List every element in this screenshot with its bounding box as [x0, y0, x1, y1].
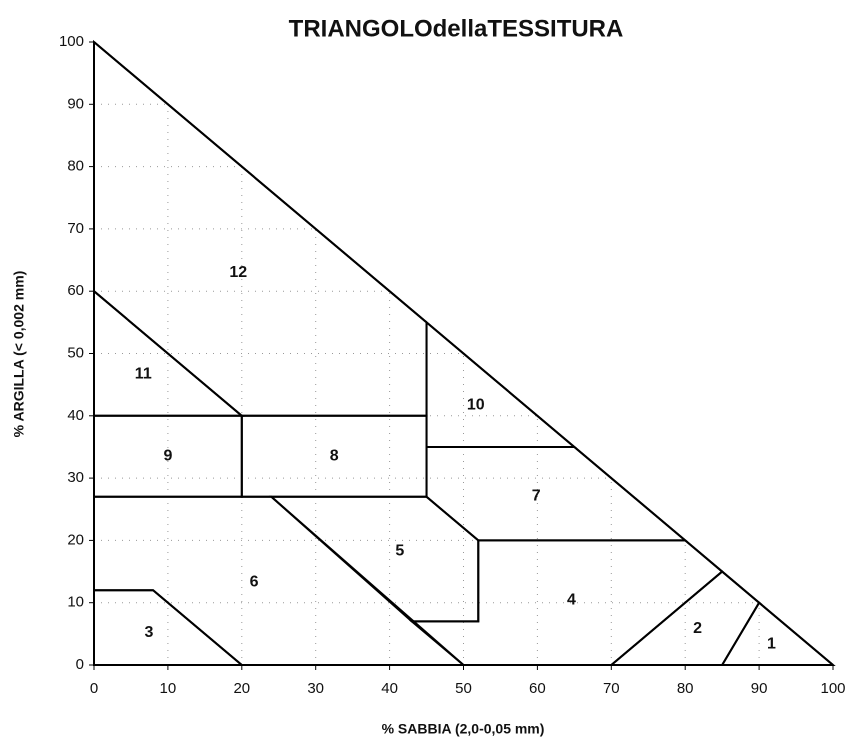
x-tick-label: 100 [820, 680, 845, 697]
region-label: 3 [144, 624, 153, 641]
region-label: 5 [395, 542, 404, 559]
y-tick-label: 50 [67, 344, 84, 361]
region-label: 9 [163, 448, 172, 465]
x-tick-label: 90 [751, 680, 768, 697]
x-tick-label: 50 [455, 680, 472, 697]
x-tick-label: 20 [233, 680, 250, 697]
region-label: 12 [229, 264, 247, 281]
y-tick-label: 10 [67, 594, 84, 611]
y-tick-label: 60 [67, 282, 84, 299]
region-label: 2 [693, 620, 702, 637]
x-tick-label: 80 [677, 680, 694, 697]
x-tick-label: 0 [90, 680, 98, 697]
x-tick-label: 10 [160, 680, 177, 697]
region-label: 8 [330, 448, 339, 465]
region-label: 11 [135, 365, 152, 382]
x-tick-label: 30 [307, 680, 324, 697]
y-tick-label: 100 [59, 33, 84, 50]
x-tick-label: 60 [529, 680, 546, 697]
texture-region [425, 445, 688, 542]
region-label: 6 [250, 573, 259, 590]
y-tick-label: 30 [67, 469, 84, 486]
y-tick-label: 20 [67, 531, 84, 548]
region-label: 10 [467, 397, 485, 414]
y-tick-label: 80 [67, 158, 84, 175]
y-tick-label: 70 [67, 220, 84, 237]
y-tick-label: 40 [67, 407, 84, 424]
texture-region [425, 320, 578, 448]
x-tick-label: 70 [603, 680, 620, 697]
texture-region [93, 39, 428, 417]
region-label: 4 [567, 591, 576, 608]
y-tick-label: 0 [76, 656, 84, 673]
chart-title: TRIANGOLOdellaTESSITURA [289, 15, 624, 42]
region-label: 1 [767, 635, 776, 652]
region-label: 7 [532, 487, 541, 504]
y-axis-label: % ARGILLA (< 0,002 mm) [11, 271, 27, 438]
y-tick-label: 90 [67, 95, 84, 112]
texture-region [720, 601, 836, 666]
x-tick-label: 40 [381, 680, 398, 697]
x-axis-label: % SABBIA (2,0-0,05 mm) [382, 721, 545, 737]
